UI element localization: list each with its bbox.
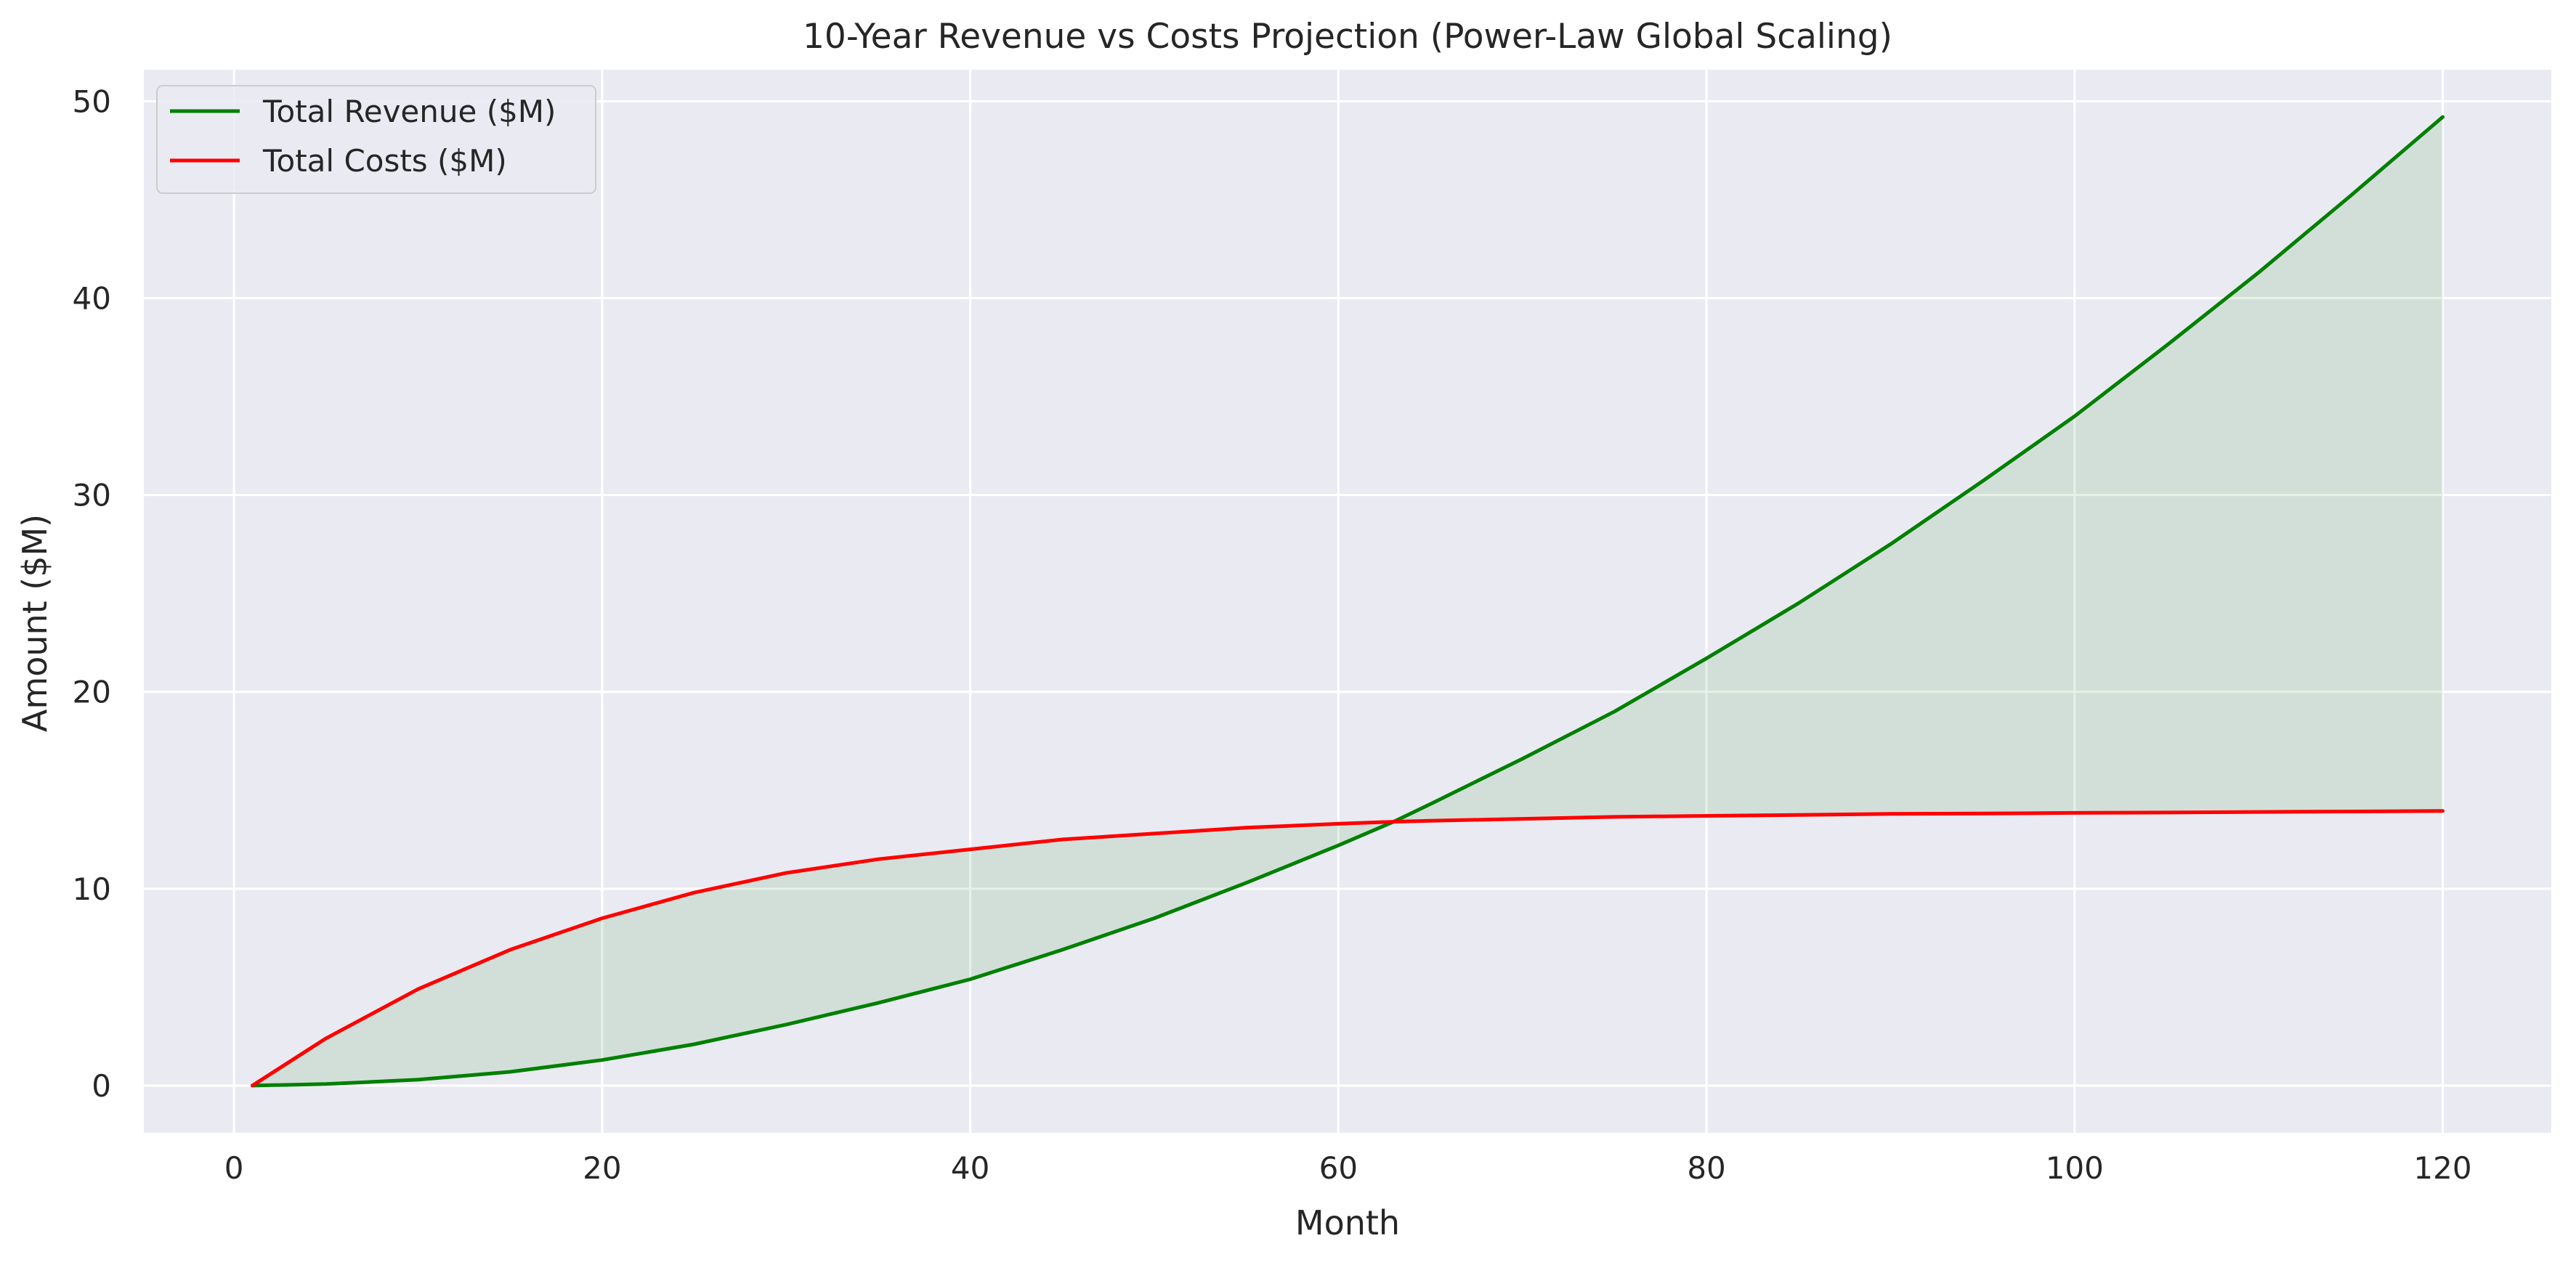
- y-tick-labels: 0 10 20 30 40 50: [73, 84, 111, 1104]
- x-tick-label: 120: [2413, 1150, 2471, 1186]
- x-tick-label: 100: [2046, 1150, 2104, 1186]
- grid-lines: [144, 70, 2551, 1133]
- y-tick-label: 50: [73, 84, 111, 119]
- x-tick-label: 60: [1319, 1150, 1358, 1186]
- difference-fills: [252, 117, 2443, 1086]
- y-axis-label: Amount ($M): [15, 514, 54, 732]
- y-tick-label: 30: [73, 478, 111, 513]
- y-tick-label: 10: [73, 871, 111, 907]
- legend-box: [156, 85, 596, 194]
- plot-area: [144, 70, 2551, 1133]
- costs-line: [251, 809, 2445, 1088]
- x-tick-labels: 0 20 40 60 80 100 120: [224, 1150, 2472, 1186]
- y-tick-label: 20: [73, 675, 111, 710]
- revenue-line: [251, 115, 2445, 1088]
- x-tick-label: 20: [583, 1150, 621, 1186]
- legend-costs-label: Total Costs ($M): [262, 143, 507, 179]
- fill-revenue-above: [252, 117, 2443, 1086]
- chart-title: 10-Year Revenue vs Costs Projection (Pow…: [803, 17, 1892, 57]
- series-lines: [251, 115, 2445, 1088]
- x-tick-label: 80: [1687, 1150, 1725, 1186]
- x-tick-label: 0: [224, 1150, 244, 1186]
- x-tick-label: 40: [951, 1150, 989, 1186]
- x-axis-label: Month: [1295, 1203, 1400, 1242]
- y-tick-label: 40: [73, 280, 111, 316]
- y-tick-label: 0: [92, 1068, 111, 1104]
- legend-revenue-label: Total Revenue ($M): [262, 94, 556, 129]
- legend: Total Revenue ($M) Total Costs ($M): [156, 85, 596, 194]
